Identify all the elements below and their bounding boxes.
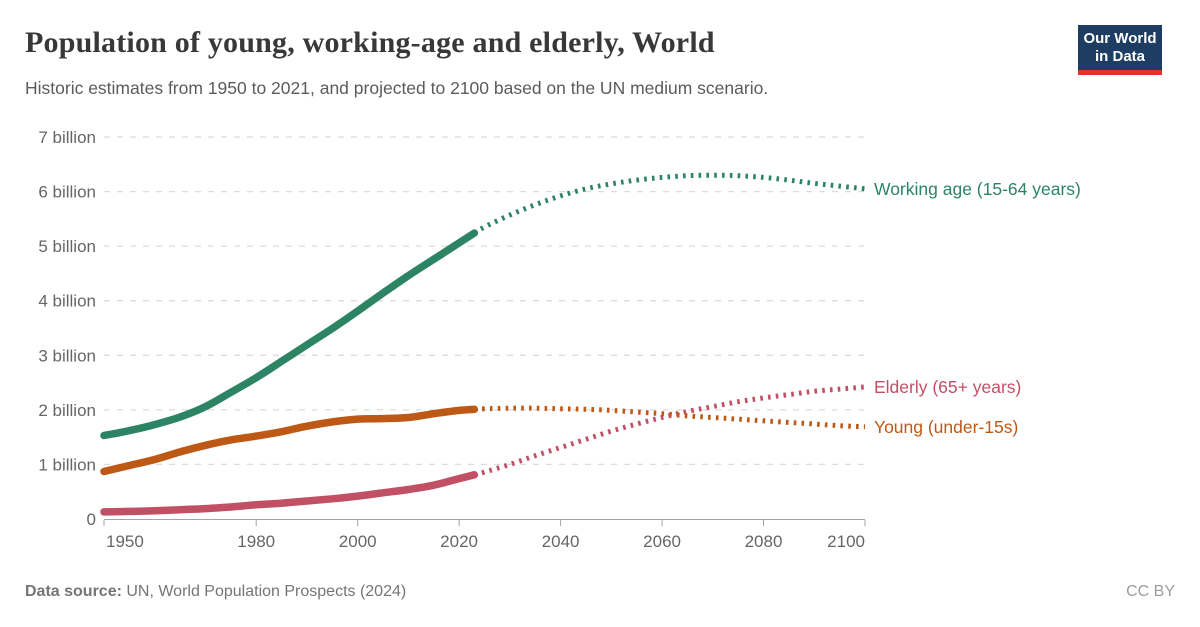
data-source-text: UN, World Population Prospects (2024) (121, 583, 407, 600)
series-line-historic-working-age (100, 229, 479, 440)
data-source-label: Data source: (25, 583, 122, 600)
series-line-projected-working-age (473, 172, 866, 236)
x-tick-label: 2040 (542, 532, 580, 551)
series-labels-layer: Working age (15-64 years) Elderly (65+ y… (874, 179, 1081, 437)
y-tick-label: 2 billion (38, 401, 96, 420)
gridlines-layer (104, 136, 865, 466)
x-tick-label: 2020 (440, 532, 478, 551)
y-tick-label: 4 billion (38, 292, 96, 311)
series-label-young: Young (under-15s) (874, 417, 1018, 437)
series-line-projected-young (474, 405, 866, 430)
y-tick-label: 5 billion (38, 237, 96, 256)
x-tick-label: 2000 (339, 532, 377, 551)
x-tick-label: 2060 (643, 532, 681, 551)
series-label-elderly: Elderly (65+ years) (874, 377, 1021, 397)
series-line-projected-elderly (473, 384, 866, 478)
y-tick-label: 0 (87, 510, 96, 529)
series-label-working-age: Working age (15-64 years) (874, 179, 1081, 199)
y-tick-label: 3 billion (38, 346, 96, 365)
owid-logo-line2: in Data (1094, 48, 1145, 65)
page-title: Population of young, working-age and eld… (25, 26, 715, 59)
owid-logo: Our World in Data (1078, 25, 1162, 75)
series-line-historic-elderly (100, 471, 479, 516)
series-lines-layer (100, 172, 866, 516)
y-tick-label: 1 billion (38, 455, 96, 474)
series-line-historic-young (100, 405, 479, 476)
axis-layer: 0 1 billion 2 billion 3 billion 4 billion 5 b… (38, 128, 866, 551)
x-tick-label: 1950 (106, 532, 144, 551)
license-badge[interactable]: CC BY (1126, 583, 1175, 600)
x-tick-label: 2080 (745, 532, 783, 551)
x-tick-label: 1980 (237, 532, 275, 551)
data-source-note: Data source: UN, World Population Prospe… (25, 583, 406, 601)
chart-subtitle: Historic estimates from 1950 to 2021, an… (25, 78, 769, 98)
y-tick-label: 6 billion (38, 183, 96, 202)
x-tick-label: 2100 (827, 532, 865, 551)
owid-logo-line1: Our World (1083, 30, 1157, 47)
y-tick-label: 7 billion (38, 128, 96, 147)
